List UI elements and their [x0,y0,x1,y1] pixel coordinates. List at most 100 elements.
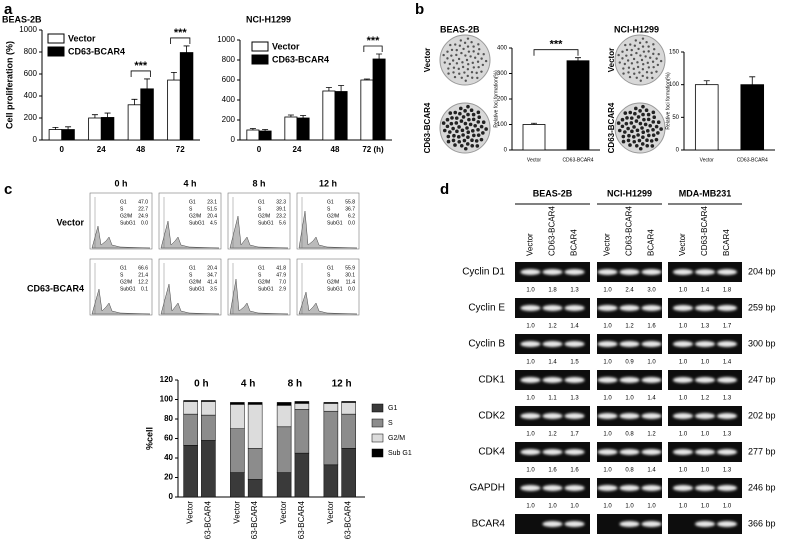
legend-swatch [371,418,384,428]
foci-colony [627,66,631,69]
band [717,341,737,347]
foci-colony [467,117,471,122]
time-label: 8 h [252,178,265,188]
stacked-segment [294,401,310,404]
foci-colony [466,135,470,139]
foci-colony [645,143,650,148]
phase-name: G2/M [189,279,201,285]
foci-colony [457,139,462,144]
stacked-segment [183,445,198,498]
phase-name: SubG1 [258,286,274,292]
foci-colony [646,76,649,79]
cell-line-label: BEAS-2B [533,188,573,198]
foci-colony [481,63,485,67]
band [564,341,585,347]
phase-value: 32.3 [276,199,286,205]
foci-colony [470,143,475,148]
foci-colony [629,43,632,46]
band-ratio: 1.2 [548,324,557,330]
chart-title: BEAS-2B [2,14,42,24]
band-ratio: 1.3 [570,396,579,402]
phase-name: SubG1 [120,286,136,292]
foci-colony [478,48,481,51]
foci-colony [633,44,637,47]
foci-colony [642,117,646,122]
band-ratio: 2.4 [625,288,634,294]
foci-colony [640,126,644,130]
band [597,449,618,455]
foci-colony [477,52,480,56]
foci-colony [648,123,652,128]
size-label: 202 bp [748,410,776,420]
significance-label: *** [174,27,188,39]
foci-colony [621,139,626,144]
foci-colony [456,135,461,139]
phase-name: G2/M [327,279,339,285]
foci-colony [457,125,461,129]
stacked-segment [276,402,292,406]
legend-swatch [251,41,269,52]
x-tick-label: Vector [186,501,195,524]
foci-colony [625,116,629,120]
band [695,449,715,455]
band [619,521,640,527]
band-ratio: 1.4 [701,288,710,294]
foci-colony [625,54,628,57]
phase-name: SubG1 [327,286,343,292]
foci-colony [656,120,661,125]
stacked-segment [341,448,356,498]
error-bar [338,85,345,92]
y-axis-label: Relative foci formation(%) [493,70,499,128]
band [717,305,737,311]
y-tick-label: 0 [33,135,38,144]
foci-colony [442,128,447,133]
foci-colony [642,63,645,66]
x-tick-label: Vector [527,157,542,163]
foci-colony [641,45,645,48]
foci-colony [461,61,464,64]
foci-colony [461,65,465,69]
error-bar [104,112,111,118]
foci-colony [467,63,470,66]
band [619,305,640,311]
phase-name: SubG1 [189,286,205,292]
foci-colony [476,133,481,137]
foci-colony [452,66,456,69]
x-tick-label: Vector [232,501,241,524]
stacked-segment [201,400,216,402]
foci-colony [481,131,485,135]
cell-line-label: NCI-H1299 [607,188,652,198]
foci-colony [647,133,651,138]
foci-colony [476,120,481,124]
stacked-segment [323,464,339,498]
row-label: Vector [56,217,84,227]
y-tick-label: 100 [160,395,174,404]
time-label: 4 h [183,178,196,188]
lane-label: Vector [526,233,535,256]
foci-colony [458,44,462,47]
foci-colony [477,115,482,120]
size-label: 204 bp [748,266,776,276]
band-ratio: 1.0 [679,288,688,294]
band-ratio: 1.0 [526,468,535,474]
phase-value: 7.0 [279,279,286,285]
band [641,521,662,527]
foci-colony [627,71,630,74]
panel-letter: b [415,1,424,18]
foci-colony [659,127,663,131]
y-tick-label: 400 [497,46,508,52]
foci-colony [458,72,461,75]
foci-colony [648,56,652,59]
band-ratio: 0.8 [625,468,634,474]
significance-bracket [170,37,191,44]
bar [740,84,765,151]
foci-colony [637,138,642,143]
band [564,377,585,383]
error-bar [703,80,710,85]
foci-colony [457,67,460,71]
foci-colony [452,133,456,138]
bar [334,91,348,141]
phase-value: 66.6 [138,265,148,271]
foci-colony [463,109,467,113]
band [520,341,541,347]
